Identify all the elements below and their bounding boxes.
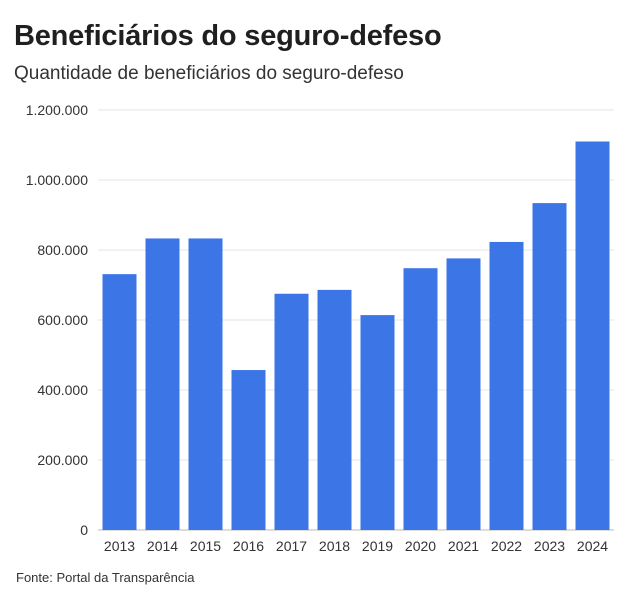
bar-2015 bbox=[188, 238, 223, 530]
y-tick-label: 400.000 bbox=[37, 382, 88, 398]
bar-2014 bbox=[145, 238, 180, 530]
x-tick-label: 2022 bbox=[491, 538, 522, 554]
x-tick-label: 2020 bbox=[405, 538, 436, 554]
x-tick-label: 2013 bbox=[104, 538, 135, 554]
x-tick-label: 2024 bbox=[577, 538, 608, 554]
source-note: Fonte: Portal da Transparência bbox=[16, 570, 195, 585]
bars bbox=[102, 141, 610, 530]
x-tick-label: 2016 bbox=[233, 538, 264, 554]
x-tick-label: 2015 bbox=[190, 538, 221, 554]
bar-2021 bbox=[446, 258, 481, 530]
bar-2013 bbox=[102, 274, 137, 530]
bar-2016 bbox=[231, 370, 266, 530]
chart-subtitle: Quantidade de beneficiários do seguro-de… bbox=[14, 63, 404, 84]
y-tick-label: 200.000 bbox=[37, 452, 88, 468]
x-tick-label: 2017 bbox=[276, 538, 307, 554]
x-tick-label: 2014 bbox=[147, 538, 178, 554]
x-axis: 2013 2014 2015 2016 2017 2018 2019 2020 2021 2022… bbox=[104, 538, 608, 554]
bar-chart: 0 200.000 400.000 600.000 800.000 1.000.000 1.… bbox=[26, 102, 614, 554]
bar-2018 bbox=[317, 289, 352, 530]
bar-2020 bbox=[403, 268, 438, 530]
chart-title: Beneficiários do seguro-defeso bbox=[14, 20, 442, 52]
y-axis: 0 200.000 400.000 600.000 800.000 1.000.000 1.… bbox=[26, 102, 89, 538]
bar-2022 bbox=[489, 241, 524, 530]
bar-2024 bbox=[575, 141, 610, 530]
x-tick-label: 2023 bbox=[534, 538, 565, 554]
x-tick-label: 2019 bbox=[362, 538, 393, 554]
y-tick-label: 1.000.000 bbox=[26, 172, 88, 188]
y-tick-label: 0 bbox=[80, 522, 88, 538]
x-tick-label: 2021 bbox=[448, 538, 479, 554]
y-tick-label: 1.200.000 bbox=[26, 102, 88, 118]
bar-2019 bbox=[360, 315, 395, 530]
y-tick-label: 800.000 bbox=[37, 242, 88, 258]
grid-lines bbox=[98, 109, 614, 531]
bar-2023 bbox=[532, 203, 567, 530]
y-tick-label: 600.000 bbox=[37, 312, 88, 328]
x-tick-label: 2018 bbox=[319, 538, 350, 554]
bar-2017 bbox=[274, 293, 309, 530]
